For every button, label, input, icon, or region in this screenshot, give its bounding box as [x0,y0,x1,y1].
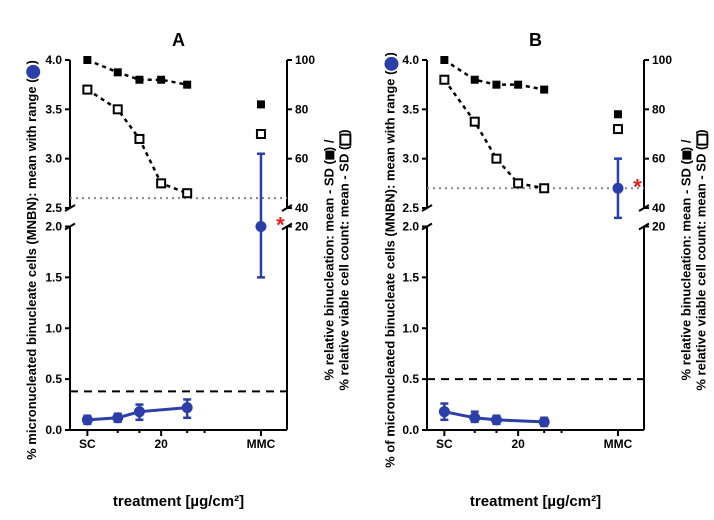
svg-text:20: 20 [652,220,666,234]
svg-text:*: * [276,213,285,238]
svg-text:SC: SC [436,437,453,451]
figure: % micronucleated binucleate cells (MNBN)… [0,0,714,520]
svg-text:1.5: 1.5 [402,270,419,284]
svg-text:3.5: 3.5 [45,102,62,116]
svg-text:80: 80 [295,102,309,116]
svg-text:80: 80 [652,102,666,116]
svg-text:20: 20 [511,437,525,451]
svg-text:4.0: 4.0 [45,53,62,67]
svg-text:4.0: 4.0 [402,53,419,67]
svg-text:1.5: 1.5 [45,270,62,284]
svg-text:100: 100 [295,53,315,67]
svg-text:100: 100 [652,53,672,67]
svg-text:2.5: 2.5 [402,201,419,215]
svg-text:MMC: MMC [247,437,276,451]
svg-text:60: 60 [652,152,666,166]
svg-text:20: 20 [154,437,168,451]
panel-a-yleft-label: % micronucleated binucleate cells (MNBN)… [24,60,40,460]
svg-text:0.0: 0.0 [45,423,62,437]
svg-text:SC: SC [79,437,96,451]
svg-text:2.5: 2.5 [45,201,62,215]
panel-b-xlabel: treatment [µg/cm²] [470,493,601,510]
svg-text:2.0: 2.0 [402,220,419,234]
svg-text:0.5: 0.5 [45,372,62,386]
svg-text:MMC: MMC [604,437,633,451]
panel-a: % micronucleated binucleate cells (MNBN)… [0,0,357,520]
svg-text:0.0: 0.0 [402,423,419,437]
panel-a-plot: 0.00.51.01.52.02.53.03.54.020406080100SC… [70,60,287,430]
panel-b-yleft-label: % of micronucleated binucleate cells (MN… [382,52,398,468]
svg-text:40: 40 [295,201,309,215]
svg-text:3.0: 3.0 [45,152,62,166]
panel-b-yright-label: % relative binucleation: mean - SD () /%… [678,129,708,390]
svg-text:3.0: 3.0 [402,152,419,166]
svg-text:0.5: 0.5 [402,372,419,386]
panel-b-plot: 0.00.51.01.52.02.53.03.54.020406080100SC… [427,60,644,430]
svg-text:20: 20 [295,220,309,234]
panel-a-xlabel: treatment [µg/cm²] [113,493,244,510]
panel-b: % of micronucleated binucleate cells (MN… [357,0,714,520]
svg-text:2.0: 2.0 [45,220,62,234]
svg-text:60: 60 [295,152,309,166]
svg-text:40: 40 [652,201,666,215]
svg-text:1.0: 1.0 [45,321,62,335]
panel-a-yright-label: % relative binucleation: mean - SD () /%… [321,129,351,390]
panel-b-title: B [529,30,542,51]
svg-text:3.5: 3.5 [402,102,419,116]
svg-text:1.0: 1.0 [402,321,419,335]
panel-a-title: A [172,30,185,51]
svg-text:*: * [633,174,642,199]
